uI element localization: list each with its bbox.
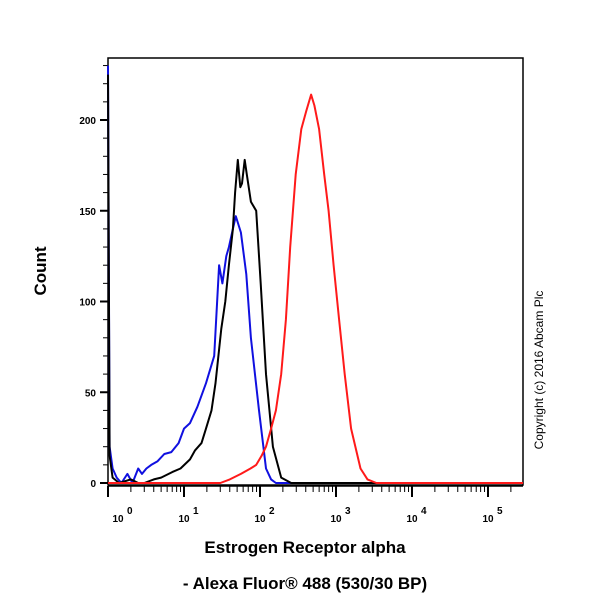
y-axis-label: Count: [31, 246, 50, 295]
x-axis-label: Estrogen Receptor alpha: [204, 538, 406, 557]
x-tick-exponent: 1: [193, 506, 199, 517]
x-tick-label: 10: [330, 514, 342, 525]
y-tick-label: 100: [79, 298, 96, 309]
x-tick-exponent: 2: [269, 506, 275, 517]
x-tick-label: 10: [112, 514, 124, 525]
series-line-1: [107, 74, 523, 484]
series-line-0: [107, 65, 523, 484]
y-tick-label: 200: [79, 116, 96, 127]
x-axis-label-line2: - Alexa Fluor® 488 (530/30 BP): [183, 574, 427, 593]
x-tick-label: 10: [406, 514, 418, 525]
x-tick-exponent: 3: [345, 506, 351, 517]
plot-frame: [107, 57, 524, 486]
y-tick-label: 150: [79, 207, 96, 218]
x-tick-exponent: 5: [497, 506, 503, 517]
x-tick-label: 10: [254, 514, 266, 525]
x-tick-exponent: 0: [127, 506, 133, 517]
series-line-2: [108, 93, 523, 484]
y-tick-label: 0: [90, 479, 96, 490]
x-tick-label: 10: [178, 514, 190, 525]
y-tick-label: 50: [85, 388, 97, 399]
x-tick-label: 10: [482, 514, 494, 525]
x-tick-exponent: 4: [421, 506, 427, 517]
copyright-annotation: Copyright (c) 2016 Abcam Plc: [532, 291, 546, 450]
